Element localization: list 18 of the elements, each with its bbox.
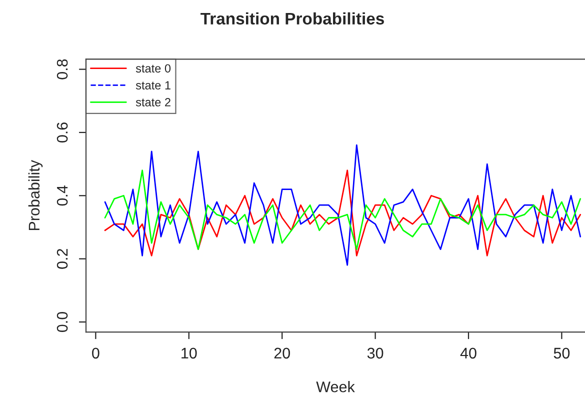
x-tick-label: 0 [92, 348, 100, 359]
y-tick-label: 0.8 [56, 59, 68, 80]
chart-title: Transition Probabilities [200, 12, 384, 25]
y-axis-title: Probability [28, 160, 43, 230]
x-tick-label: 20 [274, 348, 290, 359]
y-tick-label: 0.2 [56, 248, 68, 269]
x-axis-title: Week [316, 381, 355, 392]
x-tick-label: 50 [554, 348, 570, 359]
y-tick-label: 0.4 [56, 185, 68, 206]
legend-label: state 1 [136, 81, 170, 90]
y-tick-label: 0.6 [56, 122, 68, 142]
legend-label: state 0 [136, 64, 171, 73]
legend-label: state 2 [136, 98, 170, 106]
line-series [104, 144, 582, 266]
y-tick-label: 0.0 [56, 312, 68, 332]
x-tick-label: 30 [367, 348, 384, 359]
x-tick-label: 10 [182, 348, 197, 359]
x-tick-label: 40 [460, 348, 476, 359]
